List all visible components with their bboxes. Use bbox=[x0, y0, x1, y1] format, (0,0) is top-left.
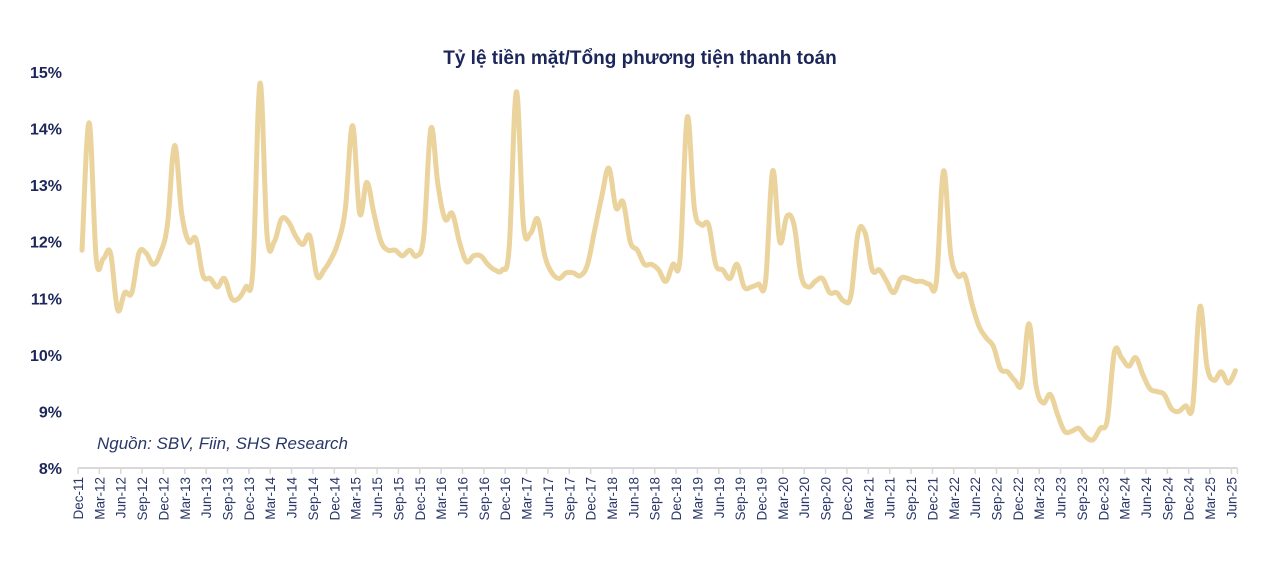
x-tick-label: Sep-12 bbox=[135, 477, 150, 521]
x-tick-label: Dec-24 bbox=[1182, 477, 1197, 521]
x-tick-label: Jun-20 bbox=[797, 477, 812, 518]
x-tick-label: Dec-22 bbox=[1011, 477, 1026, 521]
x-tick-label: Dec-15 bbox=[413, 477, 428, 521]
x-tick-label: Sep-21 bbox=[904, 477, 919, 521]
x-tick-label: Mar-16 bbox=[434, 477, 449, 520]
x-tick-label: Mar-15 bbox=[349, 477, 364, 520]
x-tick-label: Sep-23 bbox=[1075, 477, 1090, 521]
x-tick-label: Jun-18 bbox=[626, 477, 641, 518]
x-tick-label: Mar-21 bbox=[861, 477, 876, 520]
x-tick-label: Mar-14 bbox=[263, 477, 278, 520]
y-tick-label: 9% bbox=[39, 404, 62, 421]
x-tick-label: Dec-21 bbox=[925, 477, 940, 521]
x-tick-label: Jun-14 bbox=[285, 477, 300, 519]
x-tick-label: Dec-17 bbox=[584, 477, 599, 521]
x-tick-label: Sep-24 bbox=[1160, 477, 1175, 521]
x-tick-label: Jun-25 bbox=[1224, 477, 1239, 518]
x-tick-label: Sep-14 bbox=[306, 477, 321, 521]
x-tick-label: Sep-20 bbox=[819, 477, 834, 521]
x-tick-label: Mar-12 bbox=[92, 477, 107, 520]
x-tick-label: Dec-14 bbox=[327, 477, 342, 521]
series-line bbox=[79, 80, 1238, 443]
y-tick-label: 10% bbox=[30, 348, 62, 365]
x-tick-label: Mar-22 bbox=[947, 477, 962, 520]
x-tick-label: Dec-23 bbox=[1096, 477, 1111, 521]
x-tick-label: Sep-19 bbox=[733, 477, 748, 521]
x-tick-label: Sep-17 bbox=[562, 477, 577, 521]
x-tick-label: Jun-15 bbox=[370, 477, 385, 518]
x-tick-label: Mar-17 bbox=[520, 477, 535, 520]
x-tick-label: Mar-25 bbox=[1203, 477, 1218, 520]
x-tick-label: Sep-22 bbox=[989, 477, 1004, 521]
source-note: Nguồn: SBV, Fiin, SHS Research bbox=[97, 434, 348, 453]
x-tick-label: Sep-13 bbox=[221, 477, 236, 521]
y-tick-label: 14% bbox=[30, 122, 62, 139]
x-tick-label: Dec-19 bbox=[755, 477, 770, 521]
x-tick-label: Jun-23 bbox=[1054, 477, 1069, 518]
x-tick-label: Jun-21 bbox=[883, 477, 898, 518]
x-tick-label: Sep-18 bbox=[648, 477, 663, 521]
x-tick-label: Dec-12 bbox=[156, 477, 171, 521]
x-tick-label: Sep-16 bbox=[477, 477, 492, 521]
y-tick-label: 11% bbox=[31, 291, 62, 308]
x-tick-label: Mar-13 bbox=[178, 477, 193, 520]
x-tick-label: Jun-13 bbox=[199, 477, 214, 518]
y-tick-label: 12% bbox=[30, 235, 62, 252]
y-tick-label: 8% bbox=[39, 461, 62, 478]
x-axis: Dec-11 Mar-12 Jun-12 Sep-12 Dec-12 Mar-13 Jun-… bbox=[71, 467, 1239, 521]
x-tick-label: Mar-23 bbox=[1032, 477, 1047, 520]
x-tick-label: Dec-11 bbox=[71, 477, 86, 520]
y-tick-label: 15% bbox=[30, 65, 62, 82]
x-tick-label: Jun-19 bbox=[712, 477, 727, 518]
x-tick-label: Jun-17 bbox=[541, 477, 556, 518]
x-tick-label: Jun-16 bbox=[455, 477, 470, 518]
x-tick-label: Mar-18 bbox=[605, 477, 620, 520]
x-tick-label: Dec-20 bbox=[840, 477, 855, 521]
x-tick-label: Dec-13 bbox=[242, 477, 257, 521]
x-tick-label: Mar-20 bbox=[776, 477, 791, 520]
x-tick-label: Dec-18 bbox=[669, 477, 684, 521]
y-axis: 8% 9% 10% 11% 12% 13% 14% 15% bbox=[30, 65, 62, 478]
x-tick-label: Sep-15 bbox=[391, 477, 406, 521]
x-tick-label: Jun-22 bbox=[968, 477, 983, 518]
chart-title: Tỷ lệ tiền mặt/Tổng phương tiện thanh to… bbox=[443, 48, 837, 69]
x-tick-label: Dec-16 bbox=[498, 477, 513, 521]
x-tick-label: Mar-24 bbox=[1118, 477, 1133, 520]
x-tick-label: Mar-19 bbox=[690, 477, 705, 520]
x-tick-label: Jun-12 bbox=[114, 477, 129, 518]
y-tick-label: 13% bbox=[30, 178, 62, 195]
x-tick-label: Jun-24 bbox=[1139, 477, 1154, 519]
